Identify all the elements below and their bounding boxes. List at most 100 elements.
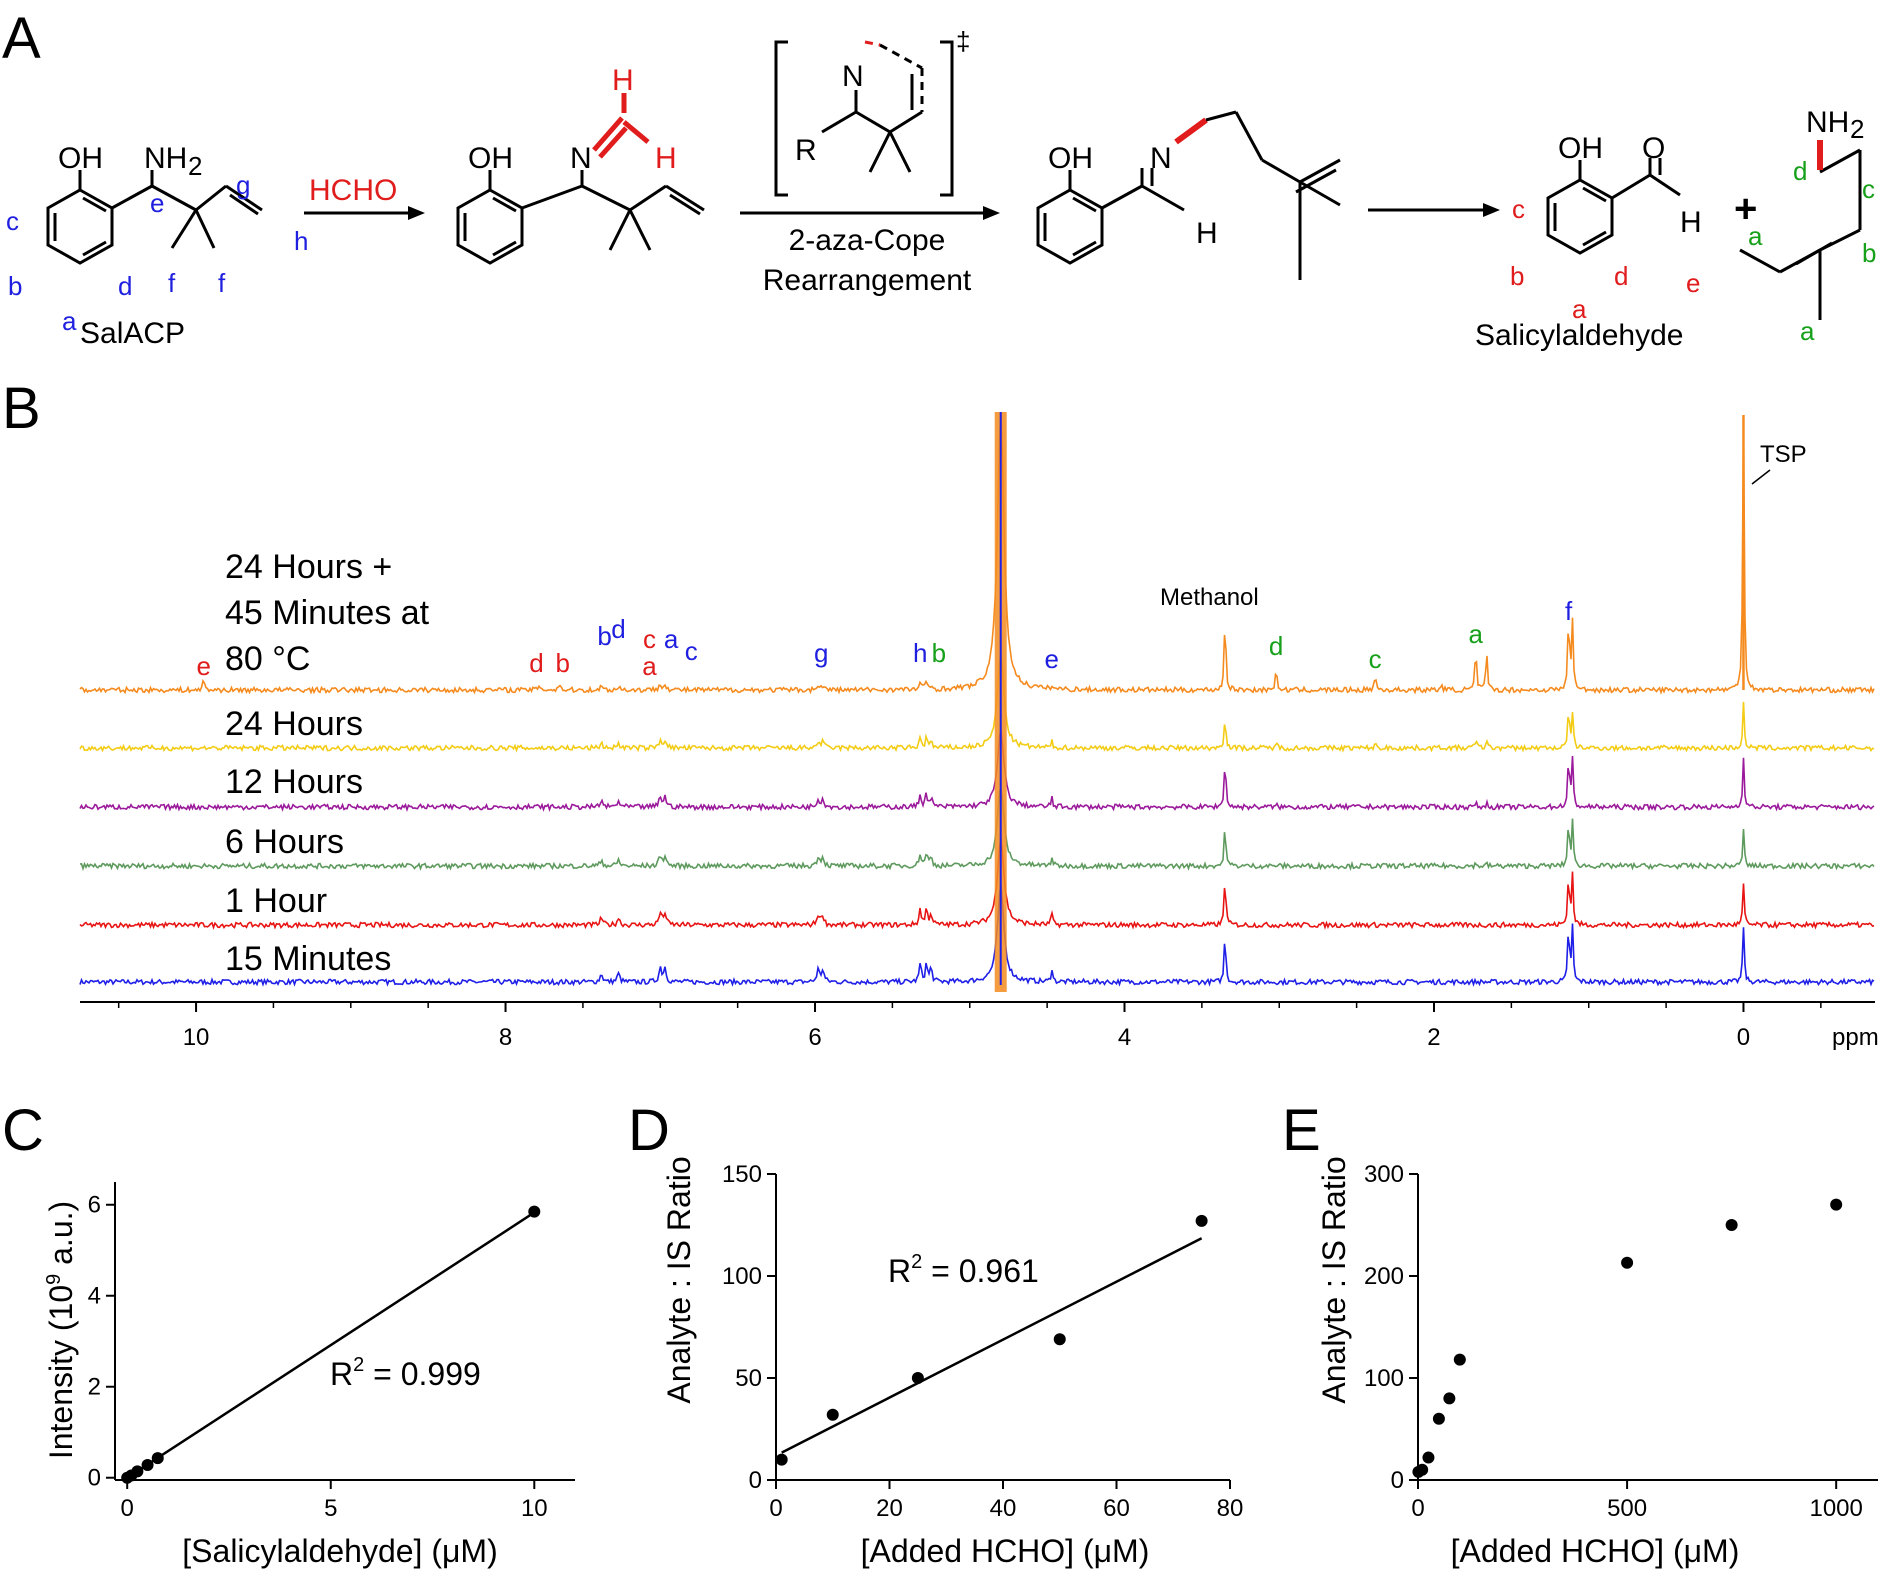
nmr-x-axis: 10 8 6 4 2 0 ppm xyxy=(80,1001,1879,1051)
rearranged-new-bond xyxy=(1174,117,1208,145)
imine-methyl-bond xyxy=(608,209,632,251)
salacp-pos-f: f xyxy=(218,268,226,298)
reaction-arrow-2 xyxy=(740,206,1000,220)
trace-label-12h: 12 Hours xyxy=(225,763,363,801)
panel-d-letter: D xyxy=(628,1098,670,1163)
plot-d-x-tick-label: 0 xyxy=(769,1495,782,1522)
plot-d-y-tick-label: 50 xyxy=(735,1365,762,1392)
panel-a: A OH NH 2 SalACP c b a d e f f g h xyxy=(2,6,1876,352)
salacp-methyl-bond xyxy=(194,209,216,249)
plot-c: 0 5 10 0 2 4 6 xyxy=(88,1182,575,1522)
plot-e-y-tick-label: 0 xyxy=(1391,1467,1404,1494)
trace-label-heated-line2: 45 Minutes at xyxy=(225,594,430,632)
ts-forming-bond xyxy=(864,40,881,47)
plot-d-fit-line xyxy=(781,1237,1203,1454)
salacp-pos-h: h xyxy=(294,226,308,256)
nmr-x-tick-label: 10 xyxy=(183,1024,210,1051)
plot-d-x-tick-label: 80 xyxy=(1217,1495,1244,1522)
plot-d-r2: R2 = 0.961 xyxy=(888,1251,1039,1289)
rearranged-chain-bond xyxy=(1299,158,1341,184)
peak-label-blue-d: d xyxy=(611,614,625,644)
plot-d-x-tick-label: 40 xyxy=(990,1495,1017,1522)
rearranged-oh: OH xyxy=(1048,142,1093,175)
hcho-reagent: HCHO xyxy=(309,174,397,207)
rearranged-chain-bond xyxy=(1205,110,1237,122)
rearranged-ring xyxy=(1036,188,1104,265)
reaction-arrow-1 xyxy=(304,206,425,220)
plot-e-data-point xyxy=(1416,1463,1429,1476)
plot-c-y-tick-label: 2 xyxy=(88,1374,101,1401)
rearranged-h: H xyxy=(1196,217,1218,250)
rearranged-chain-bond xyxy=(1261,158,1301,184)
plot-c-r2-sup: 2 xyxy=(353,1354,364,1376)
rearranged-chain-double-bond xyxy=(1295,168,1337,194)
nmr-trace-4 xyxy=(79,654,1875,753)
panel-a-letter: A xyxy=(2,6,41,71)
salicylaldehyde-name: Salicylaldehyde xyxy=(1475,319,1683,352)
panel-c: C 0 5 10 0 2 4 6 [Salicylaldehyde] (μM) Intens… xyxy=(2,1098,575,1569)
salacp-bond xyxy=(151,184,197,212)
plot-c-y-tick-label: 0 xyxy=(88,1465,101,1492)
panel-d: D 0 20 40 60 80 0 50 100 150 [Added HCHO] (μM) A… xyxy=(628,1098,1243,1569)
nmr-x-unit: ppm xyxy=(1832,1024,1879,1051)
salacp-ring-double-bond xyxy=(82,240,107,257)
salicylaldehyde-ring-double-bond xyxy=(1582,230,1607,247)
salacp-nh-sub: 2 xyxy=(188,151,202,181)
peak-label-blue-c: c xyxy=(685,636,698,666)
panel-e-letter: E xyxy=(1282,1098,1321,1163)
salacp-vinyl-double-bond xyxy=(229,193,259,216)
plot-c-x-tick-label: 5 xyxy=(324,1495,337,1522)
peak-labels: e d bb d caa c g h b e d caf xyxy=(197,596,1573,681)
plot-c-x-tick-label: 0 xyxy=(121,1495,134,1522)
plot-c-fit-line xyxy=(126,1211,535,1479)
plot-d-data-point xyxy=(775,1453,788,1466)
panel-b: B e d bb d caa c g h b e d caf 24 Hours + 45 Minute… xyxy=(2,376,1879,1051)
plot-c-y-tick-label: 6 xyxy=(88,1192,101,1219)
imine-ring-double-bond xyxy=(492,196,517,213)
arrow-label-rearrangement: Rearrangement xyxy=(763,264,972,297)
nmr-trace-2 xyxy=(79,788,1875,872)
salacp-ring xyxy=(46,188,114,265)
plot-d-x-tick-label: 20 xyxy=(876,1495,903,1522)
rearranged-n: N xyxy=(1150,142,1172,175)
imine-molecule xyxy=(456,170,705,265)
prenylamine-pos-a: a xyxy=(1748,221,1763,251)
prenylamine-pos-b: b xyxy=(1862,238,1876,268)
salacp-pos-b: b xyxy=(8,271,22,301)
ts-dagger: ‡ xyxy=(956,26,970,56)
salacp-bond xyxy=(195,184,227,212)
salicylaldehyde-ring xyxy=(1546,178,1614,255)
peak-label-red-d: d xyxy=(529,648,543,678)
prenylamine-pos-c: c xyxy=(1862,174,1875,204)
imine-bond xyxy=(521,184,583,210)
plot-c-data-point xyxy=(131,1465,144,1478)
salicylaldehyde-ch-bond xyxy=(1649,173,1681,197)
salicylaldehyde-pos-c: c xyxy=(1512,194,1525,224)
plot-d: 0 20 40 60 80 0 50 100 150 xyxy=(722,1161,1243,1522)
salacp-ring-double-bond xyxy=(82,196,107,213)
plot-d-y-tick-label: 0 xyxy=(749,1467,762,1494)
plot-e-x-tick-label: 500 xyxy=(1607,1495,1647,1522)
plot-c-y-tick-label: 4 xyxy=(88,1283,101,1310)
imine-bond xyxy=(581,184,631,212)
imine-h-right: H xyxy=(655,142,677,175)
prenylamine-nh-sub: 2 xyxy=(1850,114,1864,144)
salicylaldehyde-oh: OH xyxy=(1558,132,1603,165)
plot-d-data-point xyxy=(911,1372,924,1384)
trace-label-15min: 15 Minutes xyxy=(225,940,391,978)
peak-label-green-a: a xyxy=(1469,619,1484,649)
plot-c-ylabel-tail: a.u.) xyxy=(43,1201,79,1274)
salicylaldehyde-molecule xyxy=(1546,158,1681,255)
salicylaldehyde-ring-double-bond xyxy=(1582,186,1607,203)
trace-label-heated-line1: 24 Hours + xyxy=(225,548,392,586)
plus-sign: + xyxy=(1734,187,1757,231)
rearranged-chain-bond xyxy=(1234,111,1264,161)
trace-label-6h: 6 Hours xyxy=(225,823,344,861)
plot-e-ylabel: Analyte : IS Ratio xyxy=(1316,1156,1352,1403)
nmr-trace-3 xyxy=(79,730,1875,812)
plot-e-y-tick-label: 200 xyxy=(1364,1263,1404,1290)
imine-oh: OH xyxy=(468,142,513,175)
salicylaldehyde-pos-a: a xyxy=(1572,294,1587,324)
rearranged-bond xyxy=(1101,184,1143,210)
